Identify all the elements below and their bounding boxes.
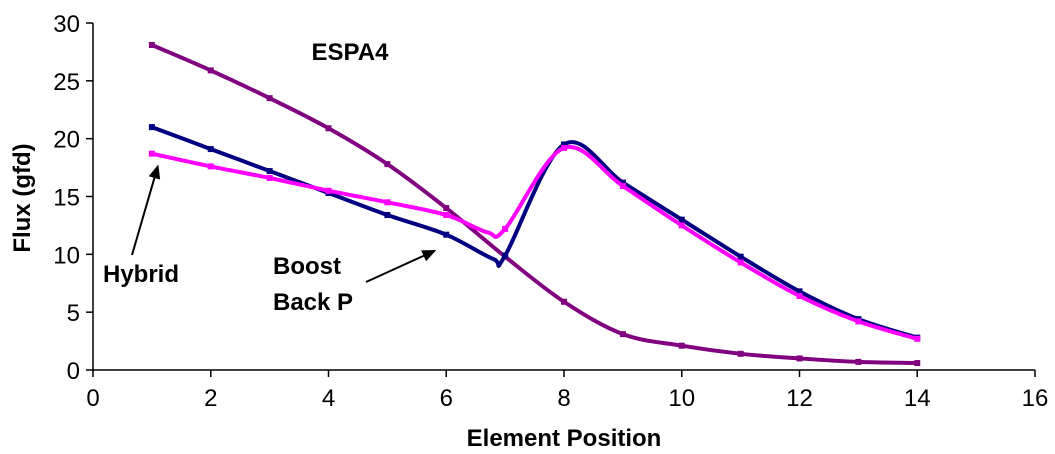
x-tick-label: 10 — [668, 385, 695, 412]
data-point — [266, 174, 273, 181]
annotation-hybrid-arrow — [131, 164, 161, 256]
data-point — [678, 342, 685, 349]
chart-title: ESPA4 — [312, 39, 390, 66]
data-point — [325, 125, 332, 132]
x-tick-label: 6 — [440, 385, 453, 412]
data-point — [207, 163, 214, 170]
ticks — [86, 22, 1036, 377]
data-point — [619, 183, 626, 190]
data-point — [737, 253, 744, 260]
annotations: Hybrid Boost Back P — [103, 164, 437, 316]
annotation-boost-label-line2: Back P — [273, 289, 353, 316]
data-point — [561, 144, 567, 151]
y-tick-label: 10 — [53, 242, 80, 269]
y-tick-label: 20 — [53, 127, 80, 154]
x-tick-label: 4 — [322, 385, 335, 412]
x-tick-label: 8 — [557, 385, 570, 412]
data-point — [561, 298, 567, 305]
y-tick-label: 25 — [53, 69, 80, 96]
data-point — [207, 67, 214, 74]
data-point — [914, 360, 921, 367]
data-point — [619, 179, 626, 186]
y-tick-label: 0 — [67, 358, 80, 385]
series-untreated — [148, 41, 921, 367]
x-tick-label: 14 — [904, 385, 931, 412]
data-point — [325, 187, 332, 194]
data-point — [443, 231, 450, 238]
series-line — [149, 125, 920, 340]
y-axis-title: Flux (gfd) — [9, 143, 36, 252]
data-point — [148, 124, 155, 131]
x-tick-label: 0 — [86, 385, 99, 412]
data-point — [266, 95, 273, 102]
data-point — [384, 161, 391, 168]
data-point — [148, 150, 155, 157]
x-axis-title: Element Position — [467, 425, 662, 452]
data-point — [855, 358, 862, 365]
data-point — [796, 288, 803, 295]
series-boost-back-p — [148, 124, 921, 341]
series-line — [149, 42, 920, 366]
data-point — [443, 212, 450, 219]
x-tick-label: 12 — [786, 385, 813, 412]
annotation-hybrid-label: Hybrid — [103, 261, 179, 288]
data-point — [561, 141, 567, 148]
data-point — [619, 331, 626, 338]
x-tick-label: 16 — [1022, 385, 1049, 412]
data-point — [796, 355, 803, 362]
data-point — [266, 168, 273, 175]
annotation-boost-arrow — [365, 249, 437, 283]
data-point — [148, 41, 155, 48]
annotation-boost-label-line1: Boost — [273, 253, 341, 280]
series-line — [149, 144, 920, 341]
data-point — [678, 222, 685, 229]
x-tick-label: 2 — [204, 385, 217, 412]
data-point — [678, 216, 685, 223]
data-point — [796, 292, 803, 299]
data-point — [914, 335, 921, 342]
data-point — [737, 350, 744, 357]
data-point — [207, 146, 214, 153]
data-point — [502, 252, 509, 259]
data-point — [737, 259, 744, 266]
series-layer — [148, 41, 921, 367]
data-point — [502, 225, 509, 232]
y-tick-label: 30 — [53, 11, 80, 38]
data-point — [443, 205, 450, 212]
data-point — [384, 199, 391, 206]
tick-labels: 0 2 4 6 8 10 12 14 16 0 5 10 15 20 25 30 — [53, 11, 1048, 412]
series-hybrid — [148, 144, 921, 342]
y-tick-label: 15 — [53, 185, 80, 212]
data-point — [855, 318, 862, 325]
data-point — [384, 212, 391, 219]
axes — [92, 23, 1035, 371]
y-tick-label: 5 — [67, 300, 80, 327]
